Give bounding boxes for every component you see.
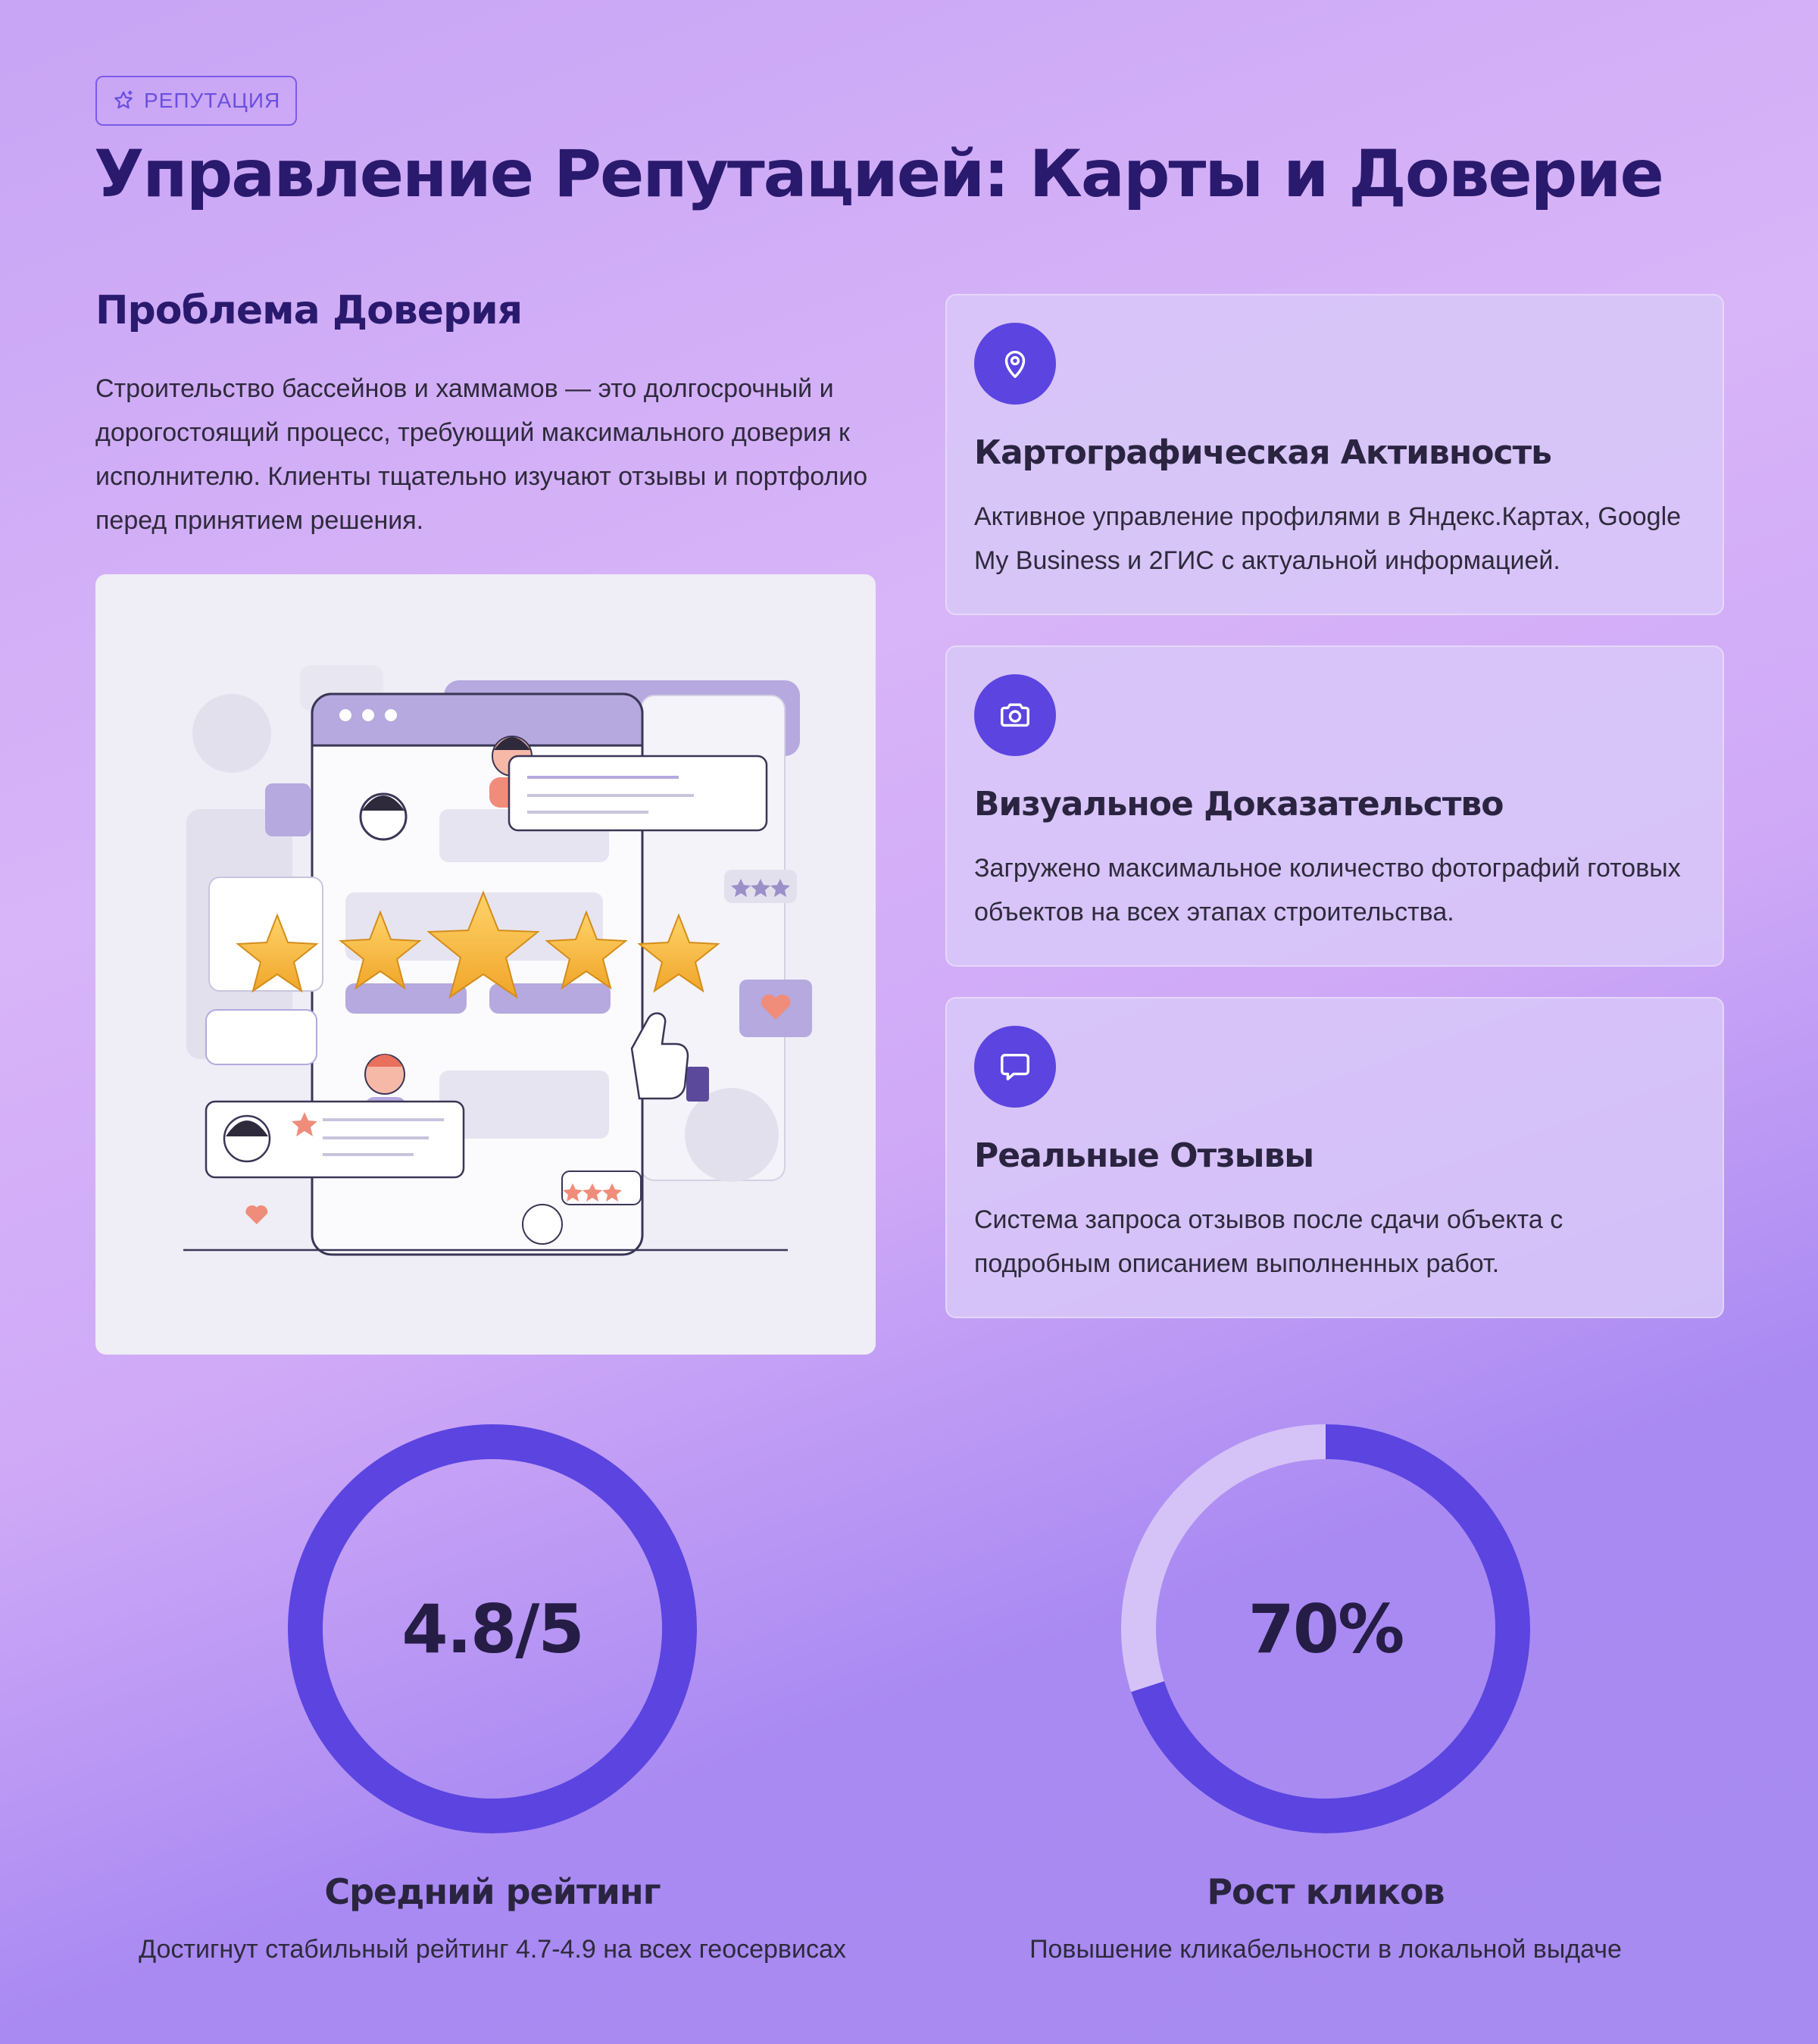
feature-text: Система запроса отзывов после сдачи объе… xyxy=(974,1205,1563,1278)
feature-card-photos: Визуальное Доказательство Загружено макс… xyxy=(945,645,1724,967)
problem-heading: Проблема Доверия xyxy=(95,288,523,333)
map-pin-icon xyxy=(974,323,1056,405)
problem-text: Строительство бассейнов и хаммамов — это… xyxy=(95,374,868,535)
problem-section: Проблема Доверия Строительство бассейнов… xyxy=(95,288,876,542)
rating-ring: 4.8/5 xyxy=(280,1417,704,1841)
stat-label: Средний рейтинг xyxy=(324,1871,661,1912)
feature-text: Загружено максимальное количество фотогр… xyxy=(974,854,1681,927)
page-title: Управление Репутацией: Карты и Доверие xyxy=(94,136,1664,212)
stat-clicks: 70% Рост кликов Повышение кликабельности… xyxy=(909,1417,1742,1964)
camera-icon xyxy=(974,674,1056,756)
ring-progress xyxy=(1121,1424,1530,1833)
feature-card-maps: Картографическая Активность Активное упр… xyxy=(945,294,1724,615)
stat-caption: Повышение кликабельности в локальной выд… xyxy=(1029,1935,1622,1964)
reputation-badge: РЕПУТАЦИЯ xyxy=(95,76,298,126)
feature-title: Визуальное Доказательство xyxy=(974,785,1504,824)
feature-card-reviews: Реальные Отзывы Система запроса отзывов … xyxy=(945,997,1724,1318)
ring-progress xyxy=(288,1424,697,1833)
feature-text: Активное управление профилями в Яндекс.К… xyxy=(974,502,1682,575)
stat-rating: 4.8/5 Средний рейтинг Достигнут стабильн… xyxy=(76,1417,909,1964)
sparkle-star-icon xyxy=(114,90,133,109)
stat-label: Рост кликов xyxy=(1207,1871,1445,1912)
chat-bubble-icon xyxy=(974,1026,1056,1108)
feature-title: Картографическая Активность xyxy=(974,433,1552,472)
badge-label: РЕПУТАЦИЯ xyxy=(144,89,281,112)
feature-title: Реальные Отзывы xyxy=(974,1136,1314,1175)
stat-caption: Достигнут стабильный рейтинг 4.7-4.9 на … xyxy=(139,1935,846,1964)
stat-value: 4.8/5 xyxy=(401,1589,584,1668)
reviews-illustration xyxy=(95,574,876,1355)
clicks-ring: 70% xyxy=(1114,1417,1538,1841)
stat-value: 70% xyxy=(1248,1589,1405,1668)
